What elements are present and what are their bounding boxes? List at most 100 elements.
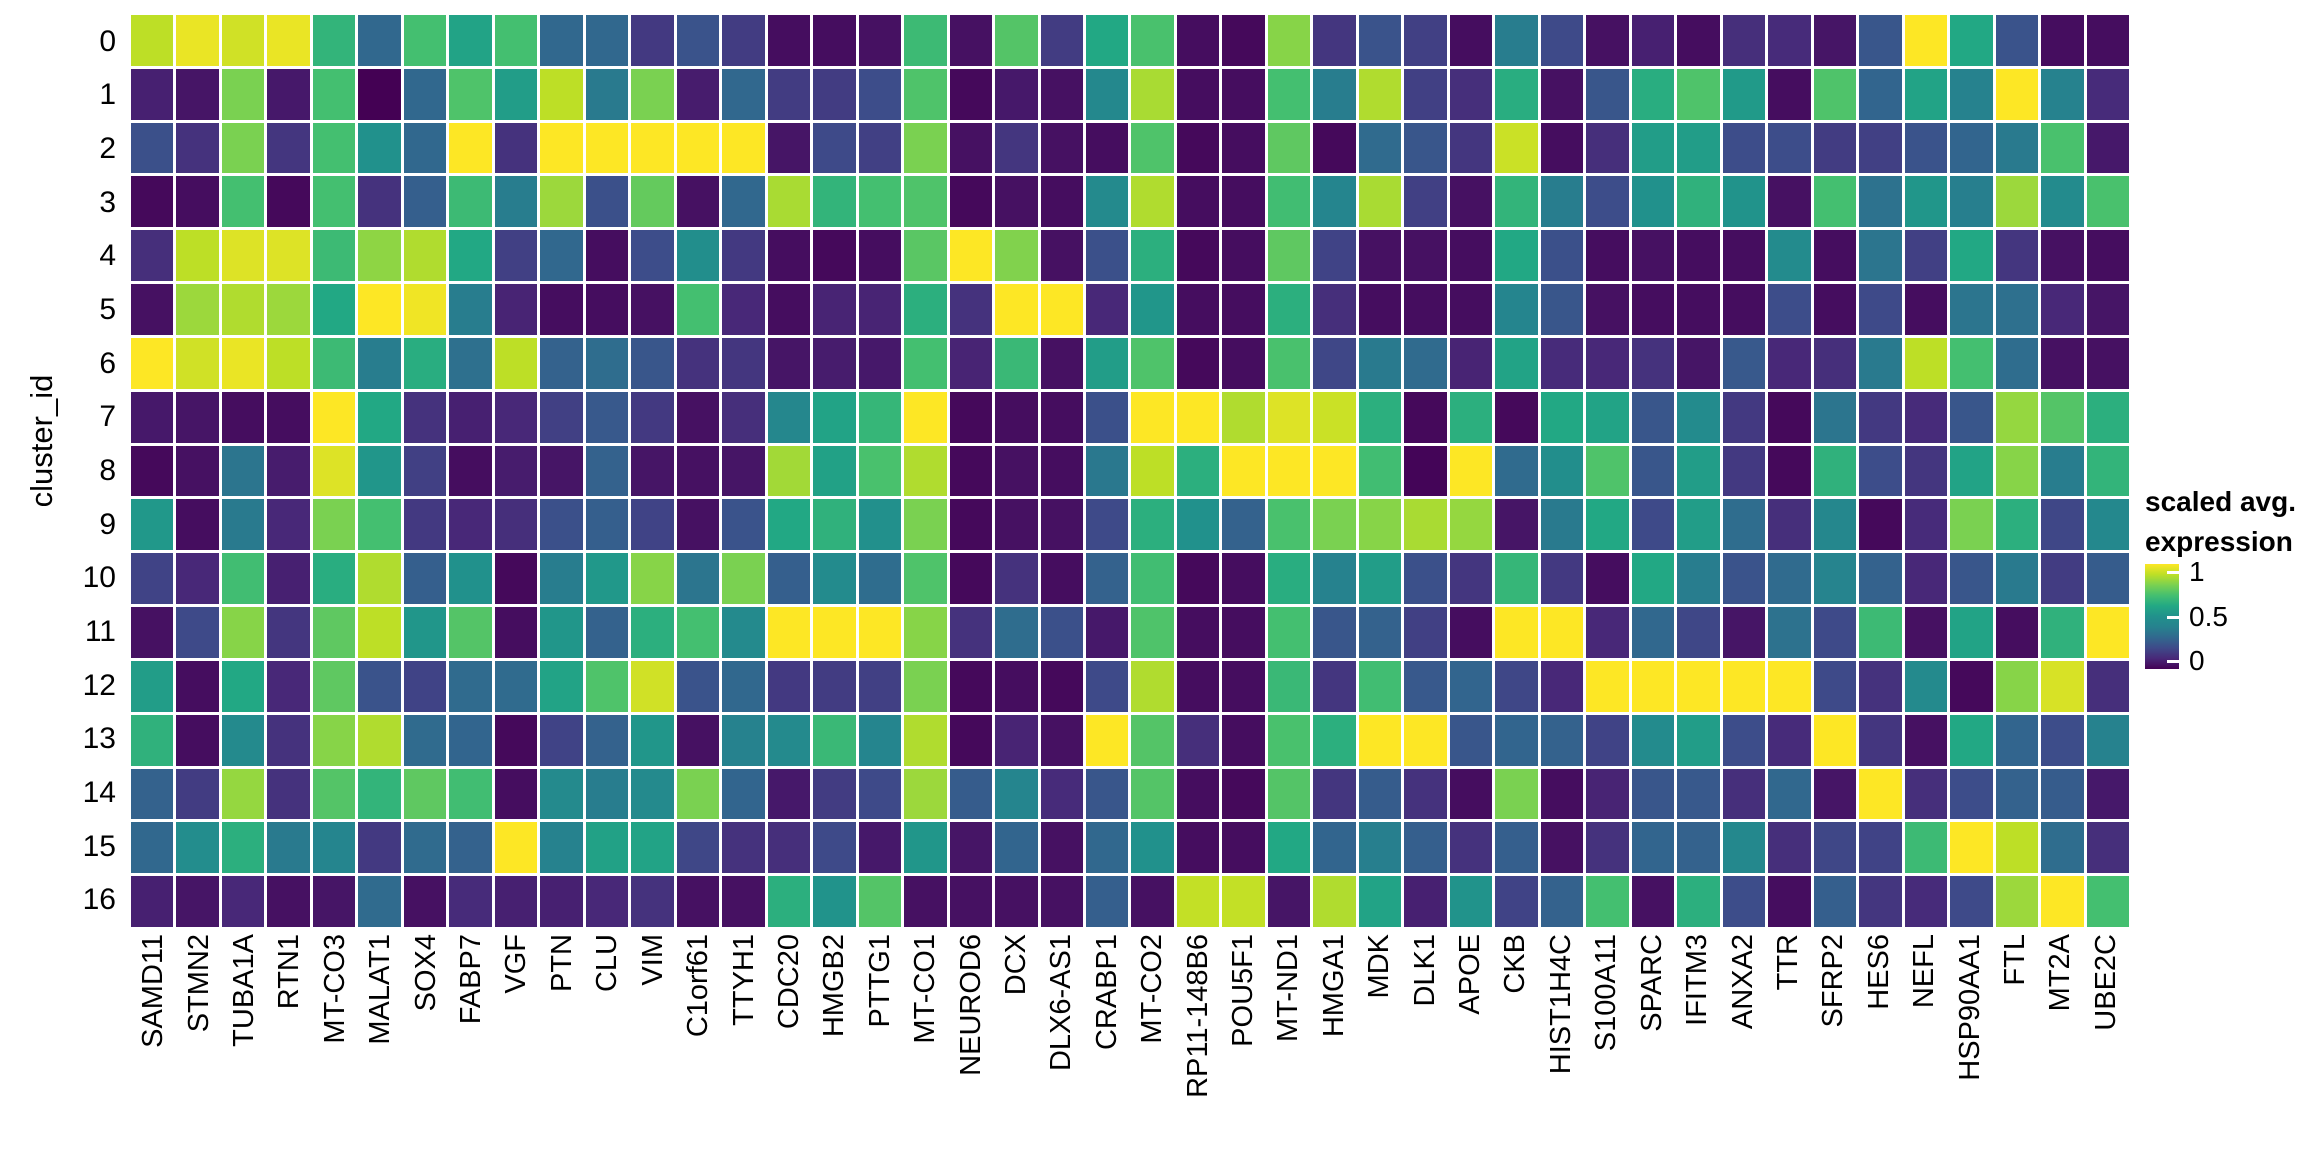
heatmap-cell <box>1540 445 1584 497</box>
heatmap-cell <box>1950 768 1993 820</box>
heatmap-cell <box>813 499 856 551</box>
heatmap-cell <box>449 176 492 228</box>
heatmap-cell <box>1267 822 1311 874</box>
heatmap-cell <box>1950 607 1993 658</box>
heatmap-cell <box>676 714 720 766</box>
heatmap-cell <box>1267 876 1311 927</box>
heatmap-cell <box>1131 122 1174 174</box>
heatmap-cell <box>767 445 811 497</box>
heatmap-cell <box>1813 337 1857 389</box>
heatmap-cell <box>131 122 174 174</box>
x-axis-tick-label: VGF <box>500 934 533 994</box>
heatmap-cell <box>676 660 720 712</box>
heatmap-cell <box>1313 768 1356 820</box>
heatmap-cell <box>358 176 401 228</box>
heatmap-cell <box>1040 176 1084 228</box>
heatmap-cell <box>1495 337 1538 389</box>
heatmap-cell <box>267 337 310 389</box>
heatmap-cell <box>1131 284 1174 335</box>
heatmap-cell <box>1677 15 1720 66</box>
heatmap-cell <box>131 68 174 120</box>
heatmap-cell <box>2086 607 2129 658</box>
heatmap-cell <box>494 284 538 335</box>
heatmap-cell <box>1222 337 1265 389</box>
heatmap-cell <box>1222 15 1265 66</box>
heatmap-cell <box>494 876 538 927</box>
heatmap-cell <box>1358 876 1402 927</box>
heatmap-cell <box>1358 822 1402 874</box>
heatmap-cell <box>1176 768 1220 820</box>
heatmap-cell <box>1222 176 1265 228</box>
heatmap-cell <box>312 660 356 712</box>
heatmap-cell <box>358 122 401 174</box>
heatmap-cell <box>1904 553 1948 605</box>
x-axis-tick-label: HSP90AA1 <box>1953 934 1986 1081</box>
heatmap-cell <box>312 284 356 335</box>
heatmap-cell <box>1813 768 1857 820</box>
heatmap-cell <box>494 714 538 766</box>
heatmap-cell <box>722 284 765 335</box>
heatmap-cell <box>1267 15 1311 66</box>
heatmap-cell <box>904 284 947 335</box>
heatmap-cell <box>267 122 310 174</box>
heatmap-cell <box>540 230 583 282</box>
heatmap-cell <box>1995 122 2039 174</box>
heatmap-cell <box>2041 714 2084 766</box>
heatmap-cell <box>949 445 993 497</box>
heatmap-cell <box>1404 822 1447 874</box>
heatmap-cell <box>312 230 356 282</box>
heatmap-cell <box>1358 68 1402 120</box>
heatmap-cell <box>1677 714 1720 766</box>
heatmap-cell <box>676 445 720 497</box>
heatmap-cell <box>1313 68 1356 120</box>
heatmap-cell <box>1313 714 1356 766</box>
heatmap-cell <box>1358 660 1402 712</box>
heatmap-cell <box>1495 553 1538 605</box>
heatmap-cell <box>1222 68 1265 120</box>
heatmap-cell <box>904 230 947 282</box>
x-axis-tick-label: IFITM3 <box>1681 934 1714 1026</box>
x-axis-tick-label: DCX <box>999 934 1032 996</box>
heatmap-grid <box>131 15 2129 927</box>
heatmap-cell <box>1222 876 1265 927</box>
heatmap-cell <box>995 876 1038 927</box>
heatmap-cell <box>1131 499 1174 551</box>
heatmap-cell <box>858 876 902 927</box>
heatmap-cell <box>858 607 902 658</box>
heatmap-cell <box>767 822 811 874</box>
heatmap-cell <box>858 68 902 120</box>
heatmap-cell <box>358 714 401 766</box>
heatmap-cell <box>267 230 310 282</box>
heatmap-cell <box>176 68 219 120</box>
x-axis-tick-label: S100A11 <box>1590 934 1623 1052</box>
heatmap-cell <box>1131 822 1174 874</box>
heatmap-cell <box>540 68 583 120</box>
heatmap-cell <box>1449 822 1493 874</box>
heatmap-cell <box>358 15 401 66</box>
heatmap-cell <box>2041 660 2084 712</box>
x-axis-tick-label: APOE <box>1454 934 1487 1015</box>
heatmap-cell <box>1267 68 1311 120</box>
heatmap-cell <box>858 284 902 335</box>
heatmap-cell <box>2041 391 2084 443</box>
heatmap-cell <box>995 230 1038 282</box>
heatmap-cell <box>676 230 720 282</box>
heatmap-cell <box>1631 553 1675 605</box>
heatmap-cell <box>1222 607 1265 658</box>
heatmap-cell <box>1722 337 1766 389</box>
heatmap-cell <box>1859 768 1902 820</box>
heatmap-cell <box>1495 714 1538 766</box>
heatmap-cell <box>1586 660 1629 712</box>
heatmap-cell <box>1995 230 2039 282</box>
heatmap-cell <box>1722 391 1766 443</box>
y-axis-tick-label: 4 <box>99 239 116 273</box>
heatmap-cell <box>358 876 401 927</box>
heatmap-cell <box>676 337 720 389</box>
heatmap-cell <box>858 499 902 551</box>
heatmap-cell <box>631 68 674 120</box>
heatmap-cell <box>585 553 629 605</box>
heatmap-cell <box>1950 499 1993 551</box>
heatmap-cell <box>631 499 674 551</box>
heatmap-cell <box>1813 15 1857 66</box>
heatmap-cell <box>1495 391 1538 443</box>
